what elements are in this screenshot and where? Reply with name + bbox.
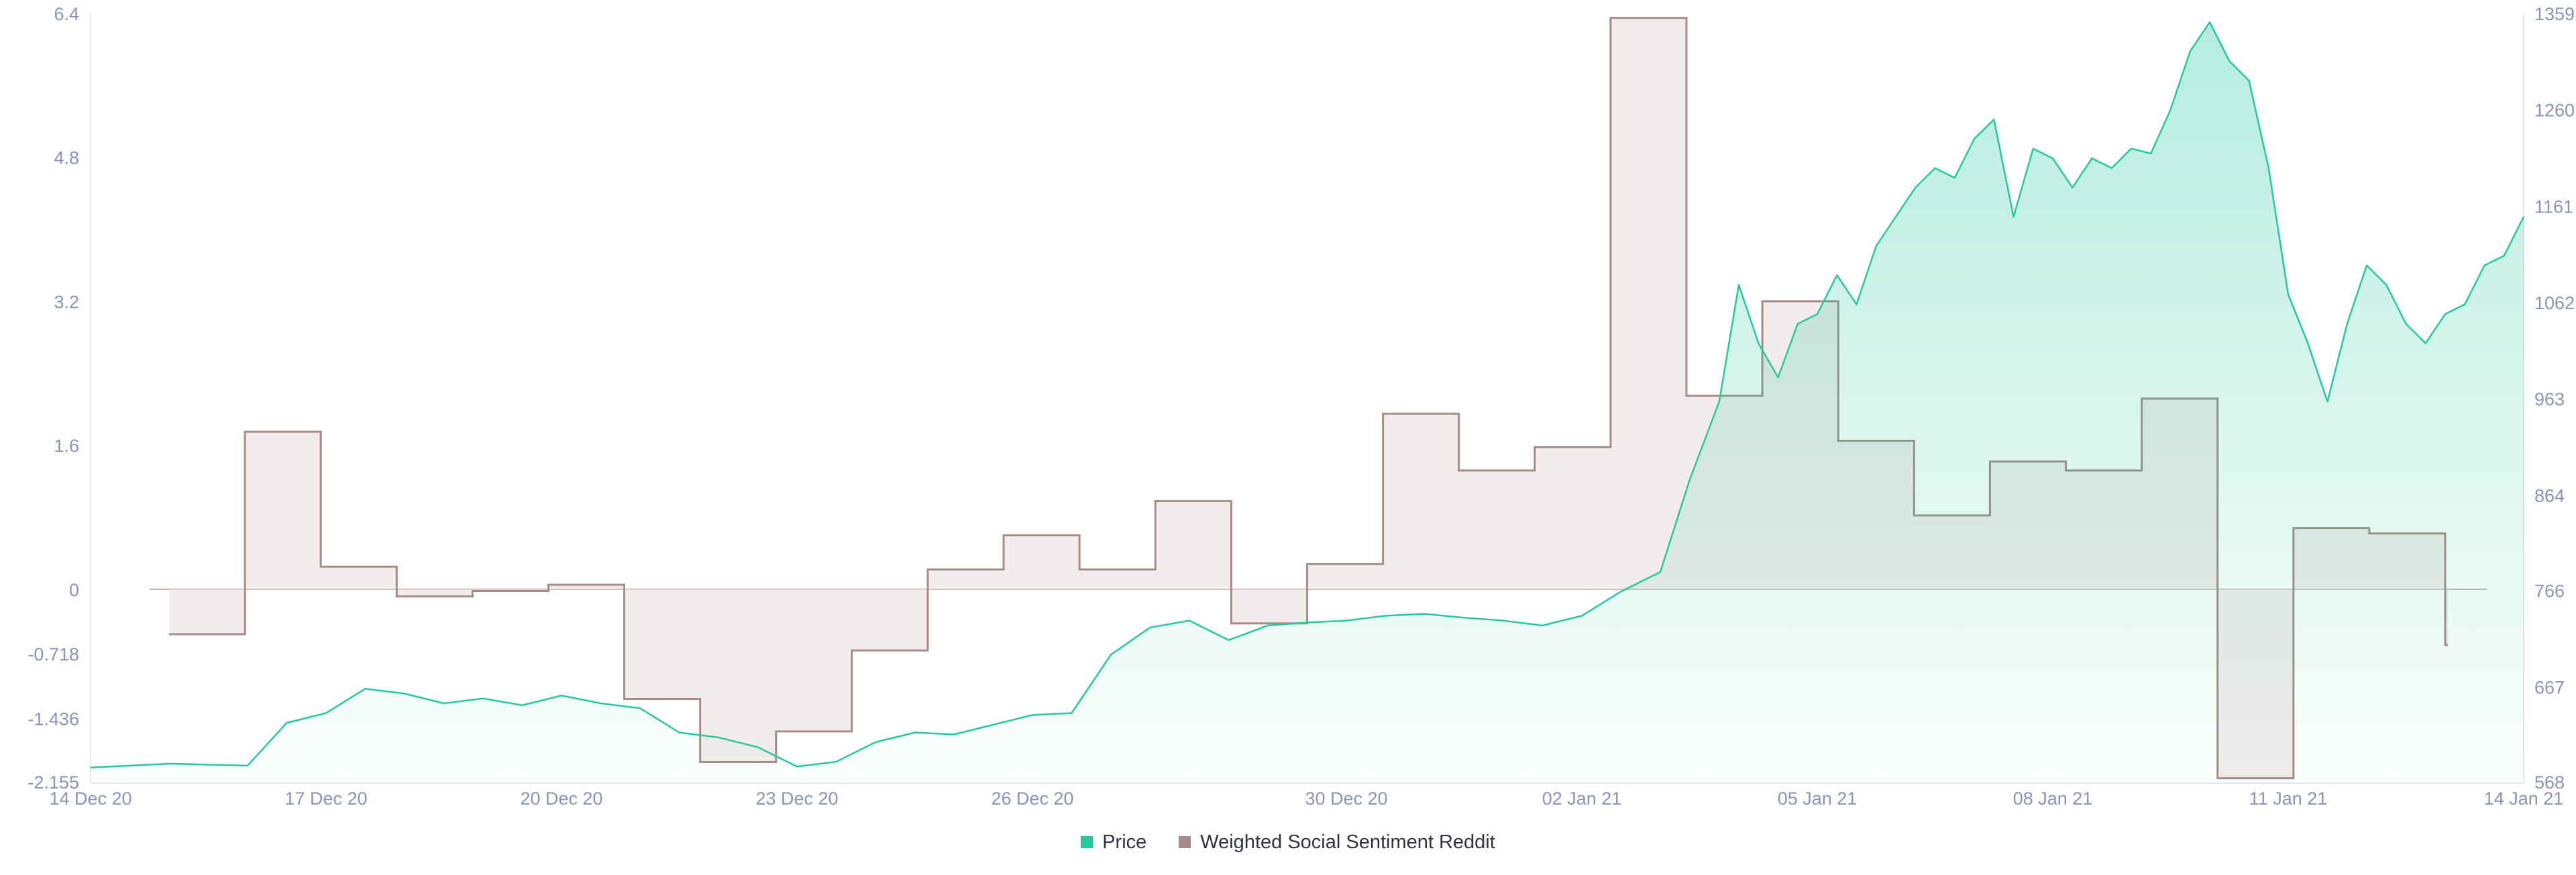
y-left-tick-label: 4.8 xyxy=(54,148,79,168)
y-right-tick-label: 766 xyxy=(2534,581,2565,601)
x-tick-label: 14 Jan 21 xyxy=(2484,789,2564,809)
x-tick-label: 02 Jan 21 xyxy=(1542,789,1622,809)
y-left-tick-label: -0.718 xyxy=(28,644,79,664)
legend-sentiment-label: Weighted Social Sentiment Reddit xyxy=(1200,831,1495,853)
x-tick-label: 17 Dec 20 xyxy=(284,789,367,809)
x-tick-label: 23 Dec 20 xyxy=(755,789,838,809)
y-right-tick-label: 1260 xyxy=(2534,101,2575,121)
y-right-tick-label: 963 xyxy=(2534,390,2565,410)
price-layer xyxy=(90,21,2525,784)
x-tick-label: 30 Dec 20 xyxy=(1305,789,1387,809)
y-left-tick-label: 3.2 xyxy=(54,292,79,312)
y-left-tick-label: 6.4 xyxy=(54,4,79,24)
y-left-tick-label: -1.436 xyxy=(28,709,79,730)
y-right-tick-label: 1062 xyxy=(2534,293,2575,313)
x-tick-label: 11 Jan 21 xyxy=(2249,789,2328,809)
x-tick-label: 26 Dec 20 xyxy=(991,789,1073,809)
x-tick-label: 14 Dec 20 xyxy=(49,789,131,809)
y-right-tick-label: 864 xyxy=(2534,485,2565,506)
x-tick-label: 20 Dec 20 xyxy=(520,789,602,809)
price-area xyxy=(91,22,2524,784)
y-right-tick-label: 667 xyxy=(2534,677,2565,697)
y-left-tick-label: -2.155 xyxy=(28,772,79,793)
legend-item-price[interactable]: Price xyxy=(1081,831,1146,854)
y-left-tick-label: 1.6 xyxy=(54,436,79,456)
legend-item-sentiment[interactable]: Weighted Social Sentiment Reddit xyxy=(1179,831,1495,854)
legend-price-label: Price xyxy=(1102,831,1147,853)
x-tick-label: 08 Jan 21 xyxy=(2013,789,2093,809)
tick-labels-layer: 6.4 4.8 3.2 1.6 0 -0.718 -1.436 -2.155 1359 1260 1… xyxy=(28,4,2575,809)
y-right-tick-label: 1161 xyxy=(2534,196,2573,217)
sentiment-swatch-icon xyxy=(1179,836,1191,848)
y-right-tick-label: 568 xyxy=(2534,772,2565,793)
y-right-tick-label: 1359 xyxy=(2534,4,2575,24)
price-swatch-icon xyxy=(1081,836,1093,848)
y-left-tick-label: 0 xyxy=(69,580,79,600)
price-line xyxy=(90,21,2525,769)
legend: Price Weighted Social Sentiment Reddit xyxy=(0,826,2576,858)
x-tick-label: 05 Jan 21 xyxy=(1778,789,1858,809)
